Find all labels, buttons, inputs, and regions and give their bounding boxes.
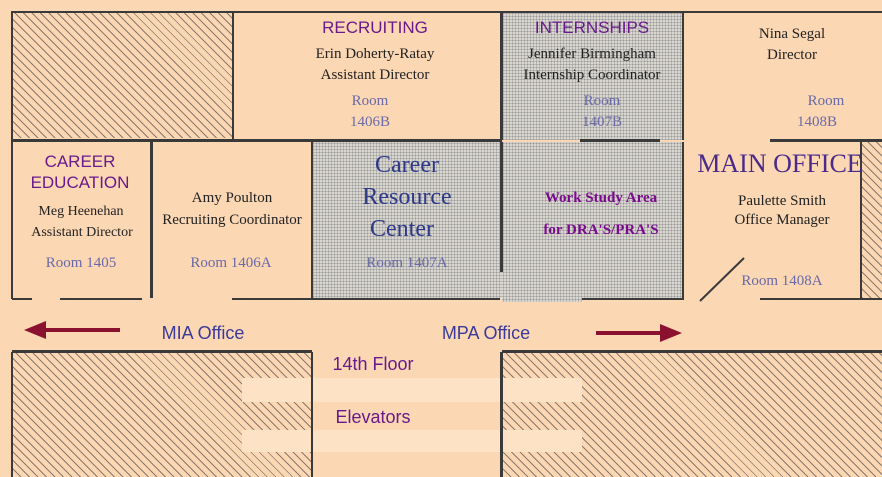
recruiting-title: RECRUITING xyxy=(322,18,428,37)
internships-room-area xyxy=(502,12,682,140)
wall xyxy=(682,12,684,140)
recruiting-person: Erin Doherty-Ratay xyxy=(315,46,435,62)
wall xyxy=(580,139,660,142)
recruiting-role: Assistant Director xyxy=(320,67,430,83)
wall xyxy=(860,142,862,298)
blocked-area-bottom-left xyxy=(12,352,312,477)
internships-person: Jennifer Birmingham xyxy=(528,46,656,62)
recruiting-room-label: Room xyxy=(351,93,389,109)
elevators-label: Elevators xyxy=(335,407,411,427)
wall xyxy=(311,352,313,477)
work-study-corridor xyxy=(502,298,582,302)
wall xyxy=(760,298,882,300)
career-education-room: Room 1405 xyxy=(45,255,117,271)
floor-label: 14th Floor xyxy=(332,354,414,374)
wall xyxy=(500,142,503,272)
mia-office-label: MIA Office xyxy=(161,323,245,343)
internships-title: INTERNSHIPS xyxy=(534,18,650,37)
internships-role: Internship Coordinator xyxy=(523,67,661,83)
wall xyxy=(12,298,32,300)
blocked-area-right-edge xyxy=(862,142,882,298)
director-person: Nina Segal xyxy=(758,26,826,42)
blocked-area-top-left xyxy=(12,12,232,138)
arrow-right-icon xyxy=(596,324,682,342)
mpa-office-label: MPA Office xyxy=(441,323,531,343)
internships-room-number: 1407B xyxy=(581,114,622,130)
wall xyxy=(150,142,153,298)
internships-room-label: Room xyxy=(583,93,621,109)
career-education-title-line1: CAREER xyxy=(44,152,116,171)
wall xyxy=(11,352,13,477)
wall xyxy=(500,352,503,477)
main-office-title: MAIN OFFICE xyxy=(697,149,863,178)
recruiting-room-number: 1406B xyxy=(349,114,390,130)
director-room-label: Room xyxy=(807,93,845,109)
main-office-person: Paulette Smith xyxy=(738,193,826,209)
wall xyxy=(232,12,234,140)
wall xyxy=(500,12,503,140)
wall xyxy=(770,139,882,142)
wall xyxy=(682,142,684,300)
career-education-person: Meg Heenehan xyxy=(38,204,124,219)
recruiting-coordinator-role: Recruiting Coordinator xyxy=(162,212,302,228)
recruiting-coordinator-person: Amy Poulton xyxy=(191,190,273,206)
blocked-area-bottom-right xyxy=(502,352,882,477)
recruiting-coordinator-room: Room 1406A xyxy=(190,255,272,271)
wall xyxy=(311,142,313,300)
work-study-area xyxy=(502,142,682,298)
career-resource-center-area xyxy=(312,142,502,298)
career-resource-center-line3: Center xyxy=(370,216,434,242)
arrow-left-icon xyxy=(24,321,120,339)
wall xyxy=(582,298,682,300)
career-resource-center-line2: Resource xyxy=(362,184,452,210)
elevator-band-2 xyxy=(242,430,582,452)
wall xyxy=(12,350,312,353)
wall xyxy=(502,350,882,353)
wall xyxy=(12,139,502,142)
wall xyxy=(12,11,882,13)
director-role: Director xyxy=(767,47,817,63)
wall xyxy=(60,298,142,300)
elevator-band-1 xyxy=(242,378,582,402)
director-room-number: 1408B xyxy=(796,114,837,130)
career-education-role: Assistant Director xyxy=(31,225,133,240)
work-study-line2: for DRA'S/PRA'S xyxy=(543,222,659,238)
career-resource-center-room: Room 1407A xyxy=(366,255,448,271)
wall xyxy=(232,298,500,300)
main-office-room: Room 1408A xyxy=(741,273,823,289)
wall xyxy=(11,11,13,299)
career-education-title-line2: EDUCATION xyxy=(30,173,130,192)
main-office-role: Office Manager xyxy=(734,212,830,228)
door-swing-line xyxy=(699,257,745,302)
career-resource-center-line1: Career xyxy=(375,152,439,178)
work-study-line1: Work Study Area xyxy=(544,190,658,206)
